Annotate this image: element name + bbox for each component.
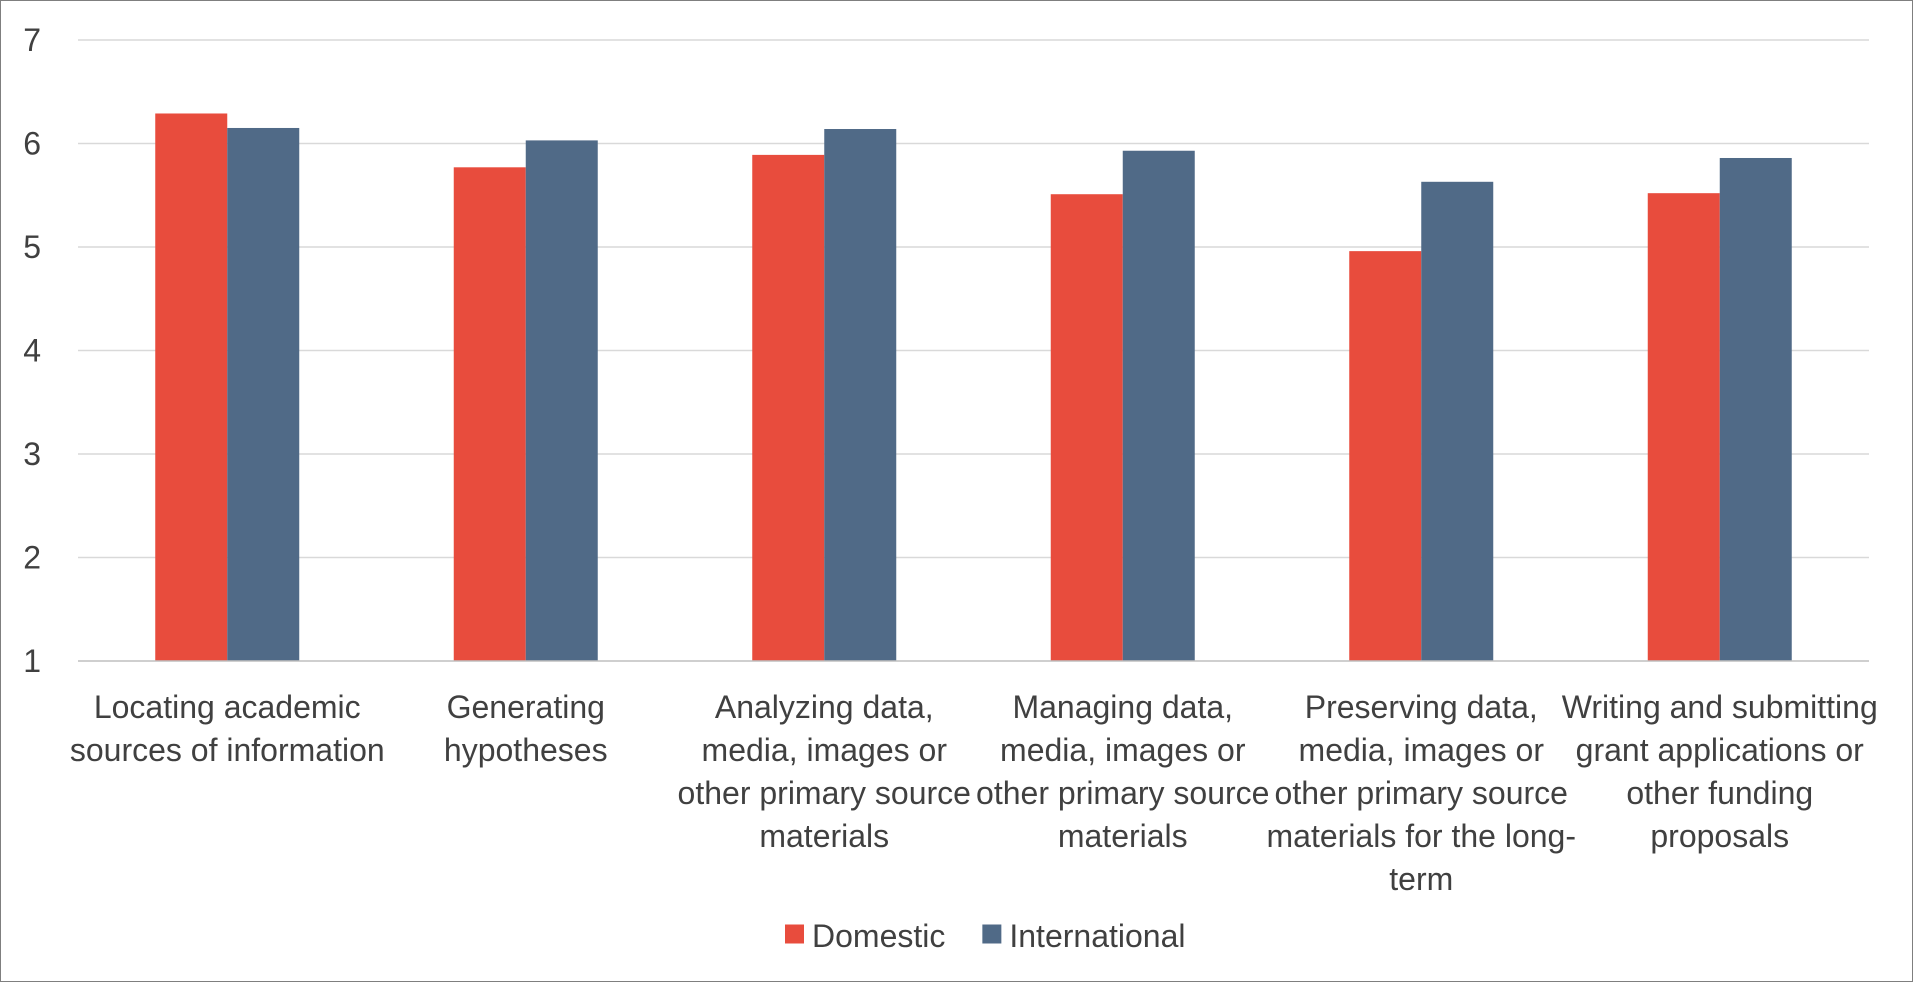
category-label-line: other primary source (1275, 775, 1568, 811)
category-label-line: Managing data, (1012, 689, 1233, 725)
category-label-line: materials (1058, 818, 1188, 854)
bar-international (1122, 150, 1195, 661)
bar-domestic (1349, 251, 1422, 661)
category-label: Locating academic sources of information (70, 689, 385, 768)
category-labels: Locating academic sources of information G… (70, 689, 1878, 897)
y-tick-label: 3 (23, 436, 41, 472)
legend: Domestic International (785, 918, 1185, 954)
bar-domestic (1647, 193, 1720, 661)
bar-international (1719, 157, 1792, 662)
legend-swatch-domestic (785, 924, 804, 944)
category-label-line: materials (759, 818, 889, 854)
category-label: Writing and submitting grant applications… (1562, 689, 1878, 854)
category-label-line: Analyzing data, (715, 689, 934, 725)
bar-international (525, 140, 598, 661)
category-label-line: Generating (447, 689, 605, 725)
bar-international (227, 127, 300, 662)
gridlines (78, 39, 1869, 559)
category-label-line: grant applications or (1576, 732, 1865, 768)
category-label-line: other funding (1626, 775, 1813, 811)
category-label-line: term (1389, 861, 1453, 897)
category-label-line: Preserving data, (1305, 689, 1538, 725)
category-label-line: sources of information (70, 732, 385, 768)
bar-domestic (1050, 194, 1123, 661)
category-label-line: media, images or (1299, 732, 1545, 768)
y-tick-label: 4 (23, 333, 41, 369)
y-tick-label: 2 (23, 540, 41, 576)
category-label: Analyzing data, media, images or other pri… (678, 689, 971, 854)
y-tick-label: 6 (23, 126, 41, 162)
category-label-line: hypotheses (444, 732, 608, 768)
legend-label-domestic: Domestic (812, 918, 945, 954)
category-label-line: proposals (1650, 818, 1789, 854)
category-label: Generating hypotheses (444, 689, 608, 768)
category-label-line: Locating academic (94, 689, 361, 725)
category-label-line: media, images or (1000, 732, 1246, 768)
y-tick-label: 1 (23, 643, 41, 679)
category-label: Preserving data, media, images or other pr… (1267, 689, 1576, 897)
bars (155, 113, 1792, 662)
category-label-line: other primary source (976, 775, 1269, 811)
legend-label-international: International (1009, 918, 1185, 954)
category-label-line: other primary source (678, 775, 971, 811)
bar-domestic (155, 113, 228, 662)
category-label: Managing data, media, images or other prim… (976, 689, 1269, 854)
y-tick-label: 5 (23, 229, 41, 265)
category-label-line: materials for the long- (1267, 818, 1576, 854)
y-tick-label: 7 (23, 22, 41, 58)
bar-international (1421, 181, 1494, 662)
bar-domestic (752, 154, 825, 661)
legend-swatch-international (982, 924, 1002, 944)
bar-domestic (453, 167, 526, 661)
category-label-line: Writing and submitting (1562, 689, 1878, 725)
y-axis-ticks: 1 2 3 4 5 6 7 (23, 22, 41, 679)
category-label-line: media, images or (702, 732, 948, 768)
bar-international (824, 129, 897, 661)
